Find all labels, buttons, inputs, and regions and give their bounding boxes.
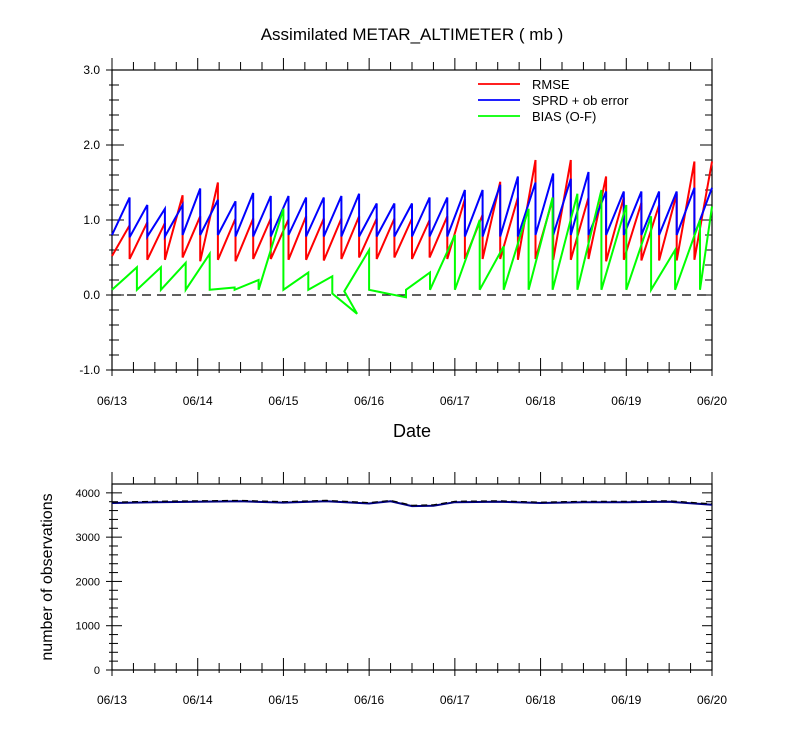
x-tick-label: 06/19 xyxy=(611,394,641,408)
legend-label-bias: BIAS (O-F) xyxy=(532,109,596,124)
y-tick-label: 0 xyxy=(94,665,100,677)
y-tick-label: 4000 xyxy=(76,488,100,500)
y-tick-label: 0.0 xyxy=(83,288,100,302)
x-tick-label: 06/20 xyxy=(697,394,727,408)
x-tick-label: 06/13 xyxy=(97,693,127,707)
chart-title: Assimilated METAR_ALTIMETER ( mb ) xyxy=(261,25,564,44)
legend-label-sprd: SPRD + ob error xyxy=(532,93,629,108)
legend-label-rmse: RMSE xyxy=(532,77,570,92)
bottom-x-tick-labels: 06/13 06/14 06/15 06/16 06/17 06/18 06/19 06/20 xyxy=(97,693,727,707)
x-tick-label: 06/20 xyxy=(697,693,727,707)
bottom-series xyxy=(111,499,713,508)
x-tick-label: 06/16 xyxy=(354,394,384,408)
x-tick-label: 06/18 xyxy=(526,394,556,408)
bottom-ticks xyxy=(106,472,713,676)
x-tick-label: 06/15 xyxy=(268,394,298,408)
series-line-assimilated xyxy=(111,500,713,508)
x-tick-label: 06/15 xyxy=(268,693,298,707)
y-tick-label: 1.0 xyxy=(83,213,100,227)
y-tick-label: 2.0 xyxy=(83,138,100,152)
top-plot: -1.00.01.02.03.0 06/13 06/14 06/15 06/16 06/… xyxy=(79,58,727,408)
series-line-sprd xyxy=(111,171,713,241)
y-tick-label: 1000 xyxy=(76,621,100,633)
x-tick-label: 06/13 xyxy=(97,394,127,408)
bottom-y-tick-labels: 0 1000 2000 3000 4000 xyxy=(76,488,100,677)
x-tick-label: 06/19 xyxy=(611,693,641,707)
x-tick-label: 06/17 xyxy=(440,693,470,707)
y-axis-label-observations: number of observations xyxy=(39,493,56,660)
x-tick-label: 06/17 xyxy=(440,394,470,408)
x-axis-label: Date xyxy=(393,421,431,441)
x-tick-label: 06/18 xyxy=(526,693,556,707)
bottom-plot-frame xyxy=(111,483,713,671)
x-tick-label: 06/14 xyxy=(183,693,213,707)
y-tick-label: -1.0 xyxy=(79,363,100,377)
x-tick-label: 06/14 xyxy=(183,394,213,408)
series-line-total xyxy=(111,499,713,506)
top-series xyxy=(111,159,713,315)
top-y-tick-labels: -1.0 0.0 1.0 2.0 3.0 xyxy=(79,63,100,377)
y-tick-label: 2000 xyxy=(76,576,100,588)
top-x-tick-labels: 06/13 06/14 06/15 06/16 06/17 06/18 06/19 06/20 xyxy=(97,394,727,408)
y-tick-label: 3000 xyxy=(76,532,100,544)
y-tick-label: 3.0 xyxy=(83,63,100,77)
series-line-rmse xyxy=(111,159,713,262)
series-line-bias xyxy=(111,189,713,315)
x-tick-label: 06/16 xyxy=(354,693,384,707)
